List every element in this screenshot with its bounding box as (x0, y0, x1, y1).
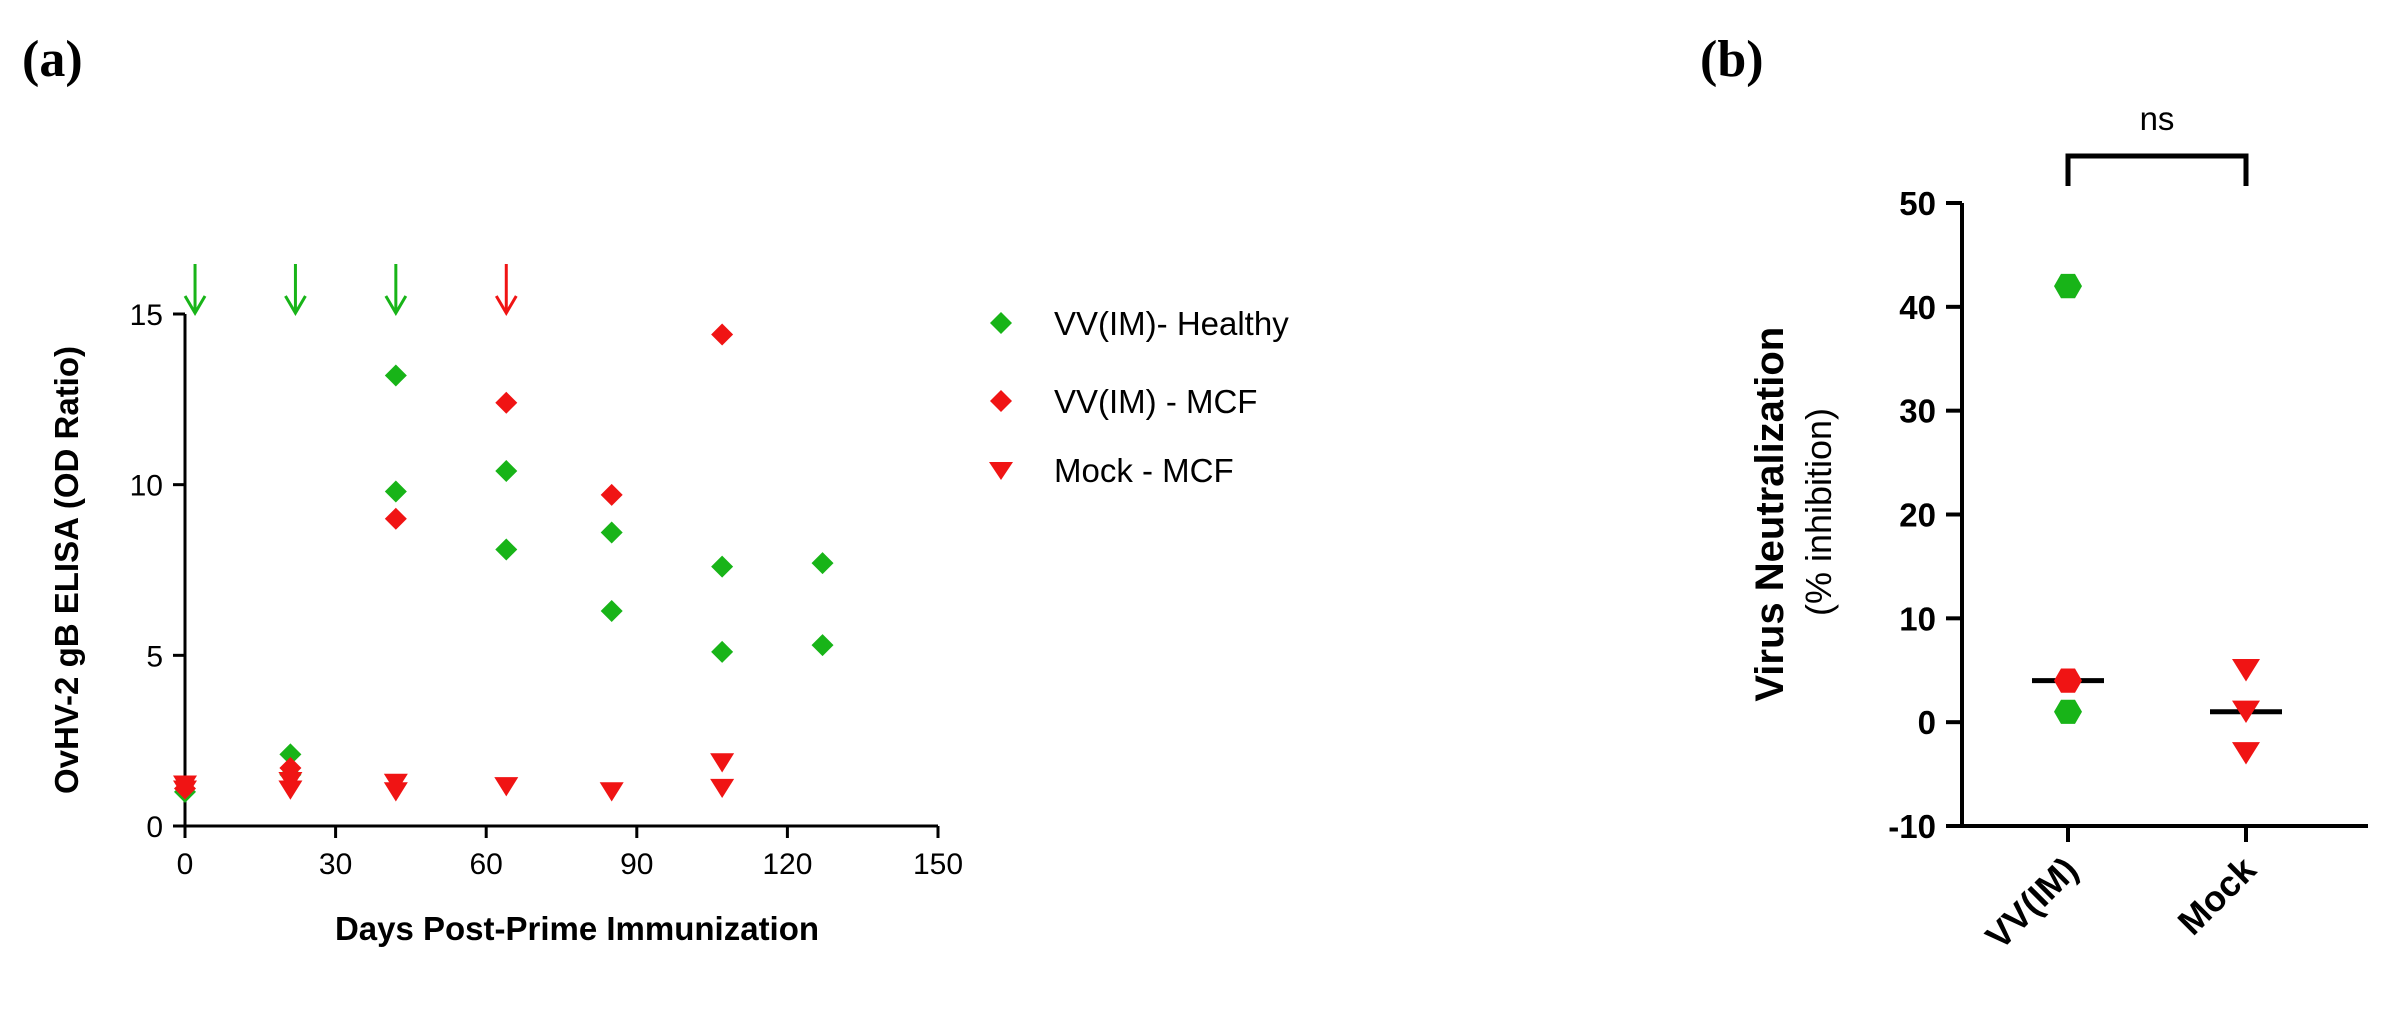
b-category-label-1: Mock (2170, 848, 2265, 943)
a-point-s1-2 (384, 507, 407, 530)
b-y-tick-label-6: 50 (1899, 185, 1936, 222)
a-point-s0-11 (811, 552, 834, 575)
legend-label-mock-mcf: Mock - MCF (1054, 452, 1234, 489)
a-point-s1-4 (600, 483, 623, 506)
a-point-s0-6 (495, 538, 518, 561)
b-category-label-0: VV(IM) (1977, 849, 2085, 957)
a-legend: VV(IM)- Healthy VV(IM) - MCF Mock - MCF (989, 305, 1289, 489)
b-y-tick-label-5: 40 (1899, 289, 1936, 326)
a-y-tick-label-2: 10 (130, 470, 163, 503)
a-ticks: 0 30 60 90 120 150 0 5 10 15 (130, 299, 963, 881)
a-x-tick-label-3: 90 (620, 848, 653, 881)
a-point-s2-8 (710, 753, 735, 773)
panel-b-label: (b) (1700, 31, 1764, 88)
a-arrow-3 (494, 264, 518, 316)
a-x-tick-label-5: 150 (913, 848, 963, 881)
a-point-s0-10 (711, 640, 734, 663)
a-arrow-0 (183, 264, 207, 316)
b-y-tick-label-4: 30 (1899, 393, 1936, 430)
b-point-g1-0 (2232, 659, 2260, 682)
a-point-s0-7 (600, 521, 623, 544)
b-point-g0-0 (2054, 273, 2082, 299)
a-arrows (183, 264, 518, 316)
legend-item-healthy: VV(IM)- Healthy (990, 305, 1289, 342)
a-x-tick-label-0: 0 (177, 848, 194, 881)
b-ticks: -10 0 10 20 30 40 50 (1888, 185, 1962, 845)
legend-marker-mock-mcf (989, 462, 1013, 480)
legend-item-mock-mcf: Mock - MCF (989, 452, 1234, 489)
b-y-tick-label-2: 10 (1899, 600, 1936, 637)
a-point-s0-9 (711, 555, 734, 578)
a-points (173, 323, 834, 803)
a-point-s0-4 (384, 480, 407, 503)
a-point-s1-3 (495, 391, 518, 414)
legend-label-healthy: VV(IM)- Healthy (1054, 305, 1289, 342)
legend-marker-healthy (990, 312, 1012, 334)
bracket-line (2065, 153, 2249, 186)
a-x-tick-label-4: 120 (762, 848, 812, 881)
a-arrow-2 (384, 264, 408, 316)
legend-marker-vv-mcf (990, 390, 1012, 412)
a-point-s2-7 (599, 782, 624, 802)
b-y-tick-label-0: -10 (1888, 808, 1936, 845)
panel-b: (b) -10 0 10 20 30 40 50 Virus Neutralization … (1700, 31, 2368, 957)
a-y-tick-label-1: 5 (146, 640, 163, 673)
a-point-s2-6 (494, 777, 519, 797)
a-point-s2-9 (710, 778, 735, 799)
a-point-s0-12 (811, 634, 834, 657)
b-point-g1-2 (2232, 742, 2260, 765)
a-point-s0-8 (600, 599, 623, 622)
a-point-s1-5 (711, 323, 734, 346)
a-point-s2-5 (383, 782, 408, 802)
panel-a: (a) 0 30 60 90 120 150 0 5 10 15 Days Post-Prime … (22, 31, 1289, 947)
a-point-s2-1 (173, 780, 197, 800)
a-y-tick-label-0: 0 (146, 811, 163, 844)
b-y-tick-label-1: 0 (1918, 704, 1936, 741)
b-y-axis-title-sub: (% inhibition) (1798, 408, 1839, 616)
a-point-s0-3 (384, 364, 407, 387)
b-point-g0-2 (2054, 699, 2082, 724)
a-y-axis-title: OvHV-2 gB ELISA (OD Ratio) (48, 346, 85, 794)
a-x-tick-label-2: 60 (470, 848, 503, 881)
legend-item-vv-mcf: VV(IM) - MCF (990, 383, 1257, 420)
b-categories: VV(IM) Mock (1977, 826, 2264, 957)
significance-bracket: ns (2065, 100, 2249, 186)
b-point-g0-1 (2054, 668, 2082, 693)
b-y-axis-title-main: Virus Neutralization (1748, 327, 1792, 702)
b-y-axis-title: Virus Neutralization (% inhibition) (1748, 322, 1839, 701)
b-y-tick-label-3: 20 (1899, 497, 1936, 534)
a-point-s0-5 (495, 460, 518, 483)
a-point-s0-1 (279, 743, 302, 766)
a-y-tick-label-3: 15 (130, 299, 163, 332)
panel-a-label: (a) (22, 31, 83, 88)
legend-label-vv-mcf: VV(IM) - MCF (1054, 383, 1257, 420)
a-x-axis-title: Days Post-Prime Immunization (335, 910, 819, 947)
b-points (2054, 273, 2260, 765)
a-arrow-1 (284, 264, 307, 316)
a-point-s2-3 (278, 780, 303, 800)
significance-label: ns (2140, 100, 2175, 137)
a-x-tick-label-1: 30 (319, 848, 352, 881)
b-point-g1-1 (2232, 700, 2260, 723)
